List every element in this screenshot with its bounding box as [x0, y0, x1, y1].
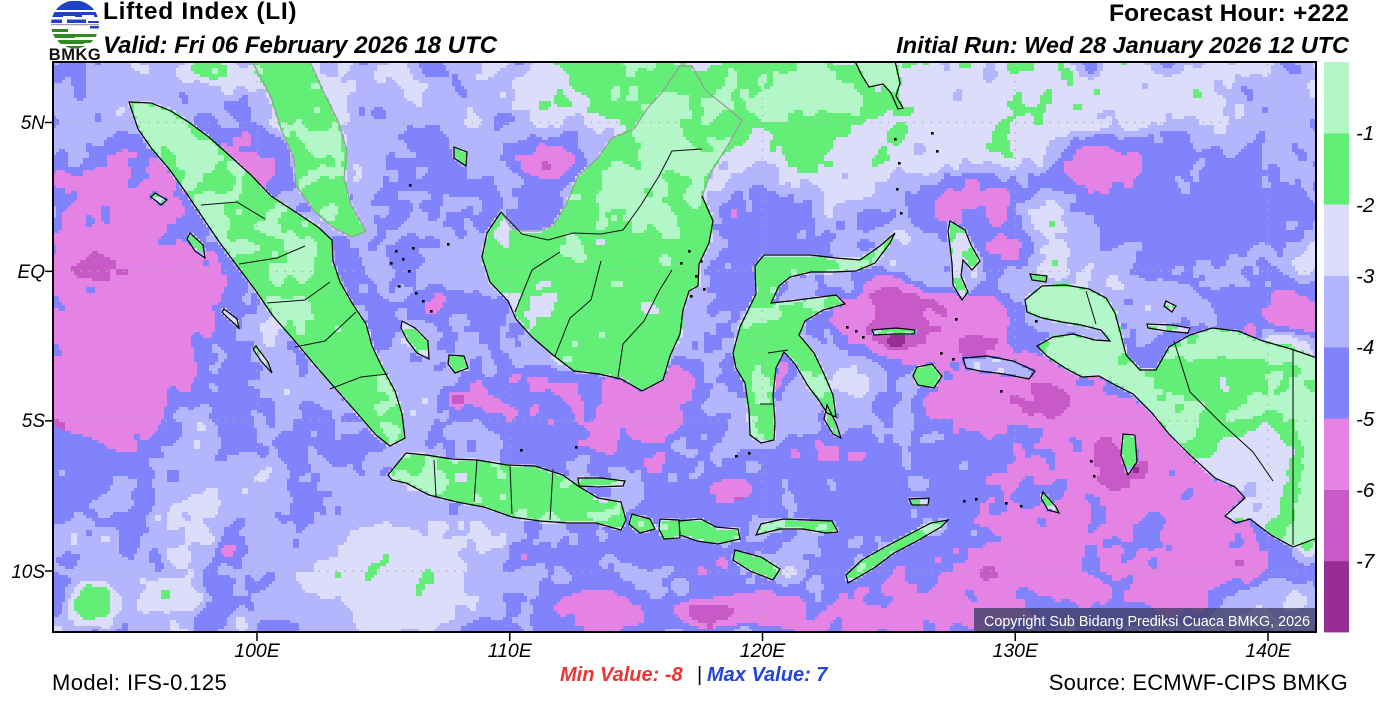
svg-text:-6: -6 [1356, 479, 1375, 502]
svg-text:100E: 100E [234, 640, 281, 662]
svg-text:-5: -5 [1356, 408, 1375, 431]
svg-text:5S: 5S [22, 411, 46, 432]
svg-text:Forecast Hour: +222: Forecast Hour: +222 [1109, 0, 1349, 27]
svg-text:10S: 10S [11, 562, 45, 583]
svg-text:BMKG: BMKG [49, 46, 101, 64]
svg-text:120E: 120E [740, 640, 787, 662]
svg-text:-7: -7 [1356, 550, 1376, 573]
svg-text:140E: 140E [1245, 640, 1292, 662]
svg-text:130E: 130E [992, 640, 1039, 662]
svg-text:EQ: EQ [18, 262, 46, 283]
svg-text:Initial Run: Wed 28 January 20: Initial Run: Wed 28 January 2026 12 UTC [896, 32, 1350, 58]
svg-text:Valid: Fri 06 February 2026 18: Valid: Fri 06 February 2026 18 UTC [103, 32, 498, 59]
svg-text:|: | [697, 664, 702, 686]
svg-text:110E: 110E [488, 640, 533, 662]
svg-text:-4: -4 [1356, 336, 1374, 359]
svg-text:Max Value: 7: Max Value: 7 [707, 664, 828, 686]
svg-text:Lifted Index (LI): Lifted Index (LI) [103, 0, 297, 25]
svg-text:Model: IFS-0.125: Model: IFS-0.125 [52, 670, 227, 695]
svg-text:Min Value: -8: Min Value: -8 [560, 664, 683, 686]
svg-text:-2: -2 [1356, 194, 1375, 217]
svg-text:-1: -1 [1356, 122, 1374, 145]
svg-text:5N: 5N [21, 113, 46, 134]
svg-text:-3: -3 [1356, 265, 1375, 288]
svg-text:Copyright Sub Bidang Prediksi: Copyright Sub Bidang Prediksi Cuaca BMKG… [984, 613, 1310, 630]
svg-text:Source: ECMWF-CIPS BMKG: Source: ECMWF-CIPS BMKG [1049, 670, 1348, 695]
